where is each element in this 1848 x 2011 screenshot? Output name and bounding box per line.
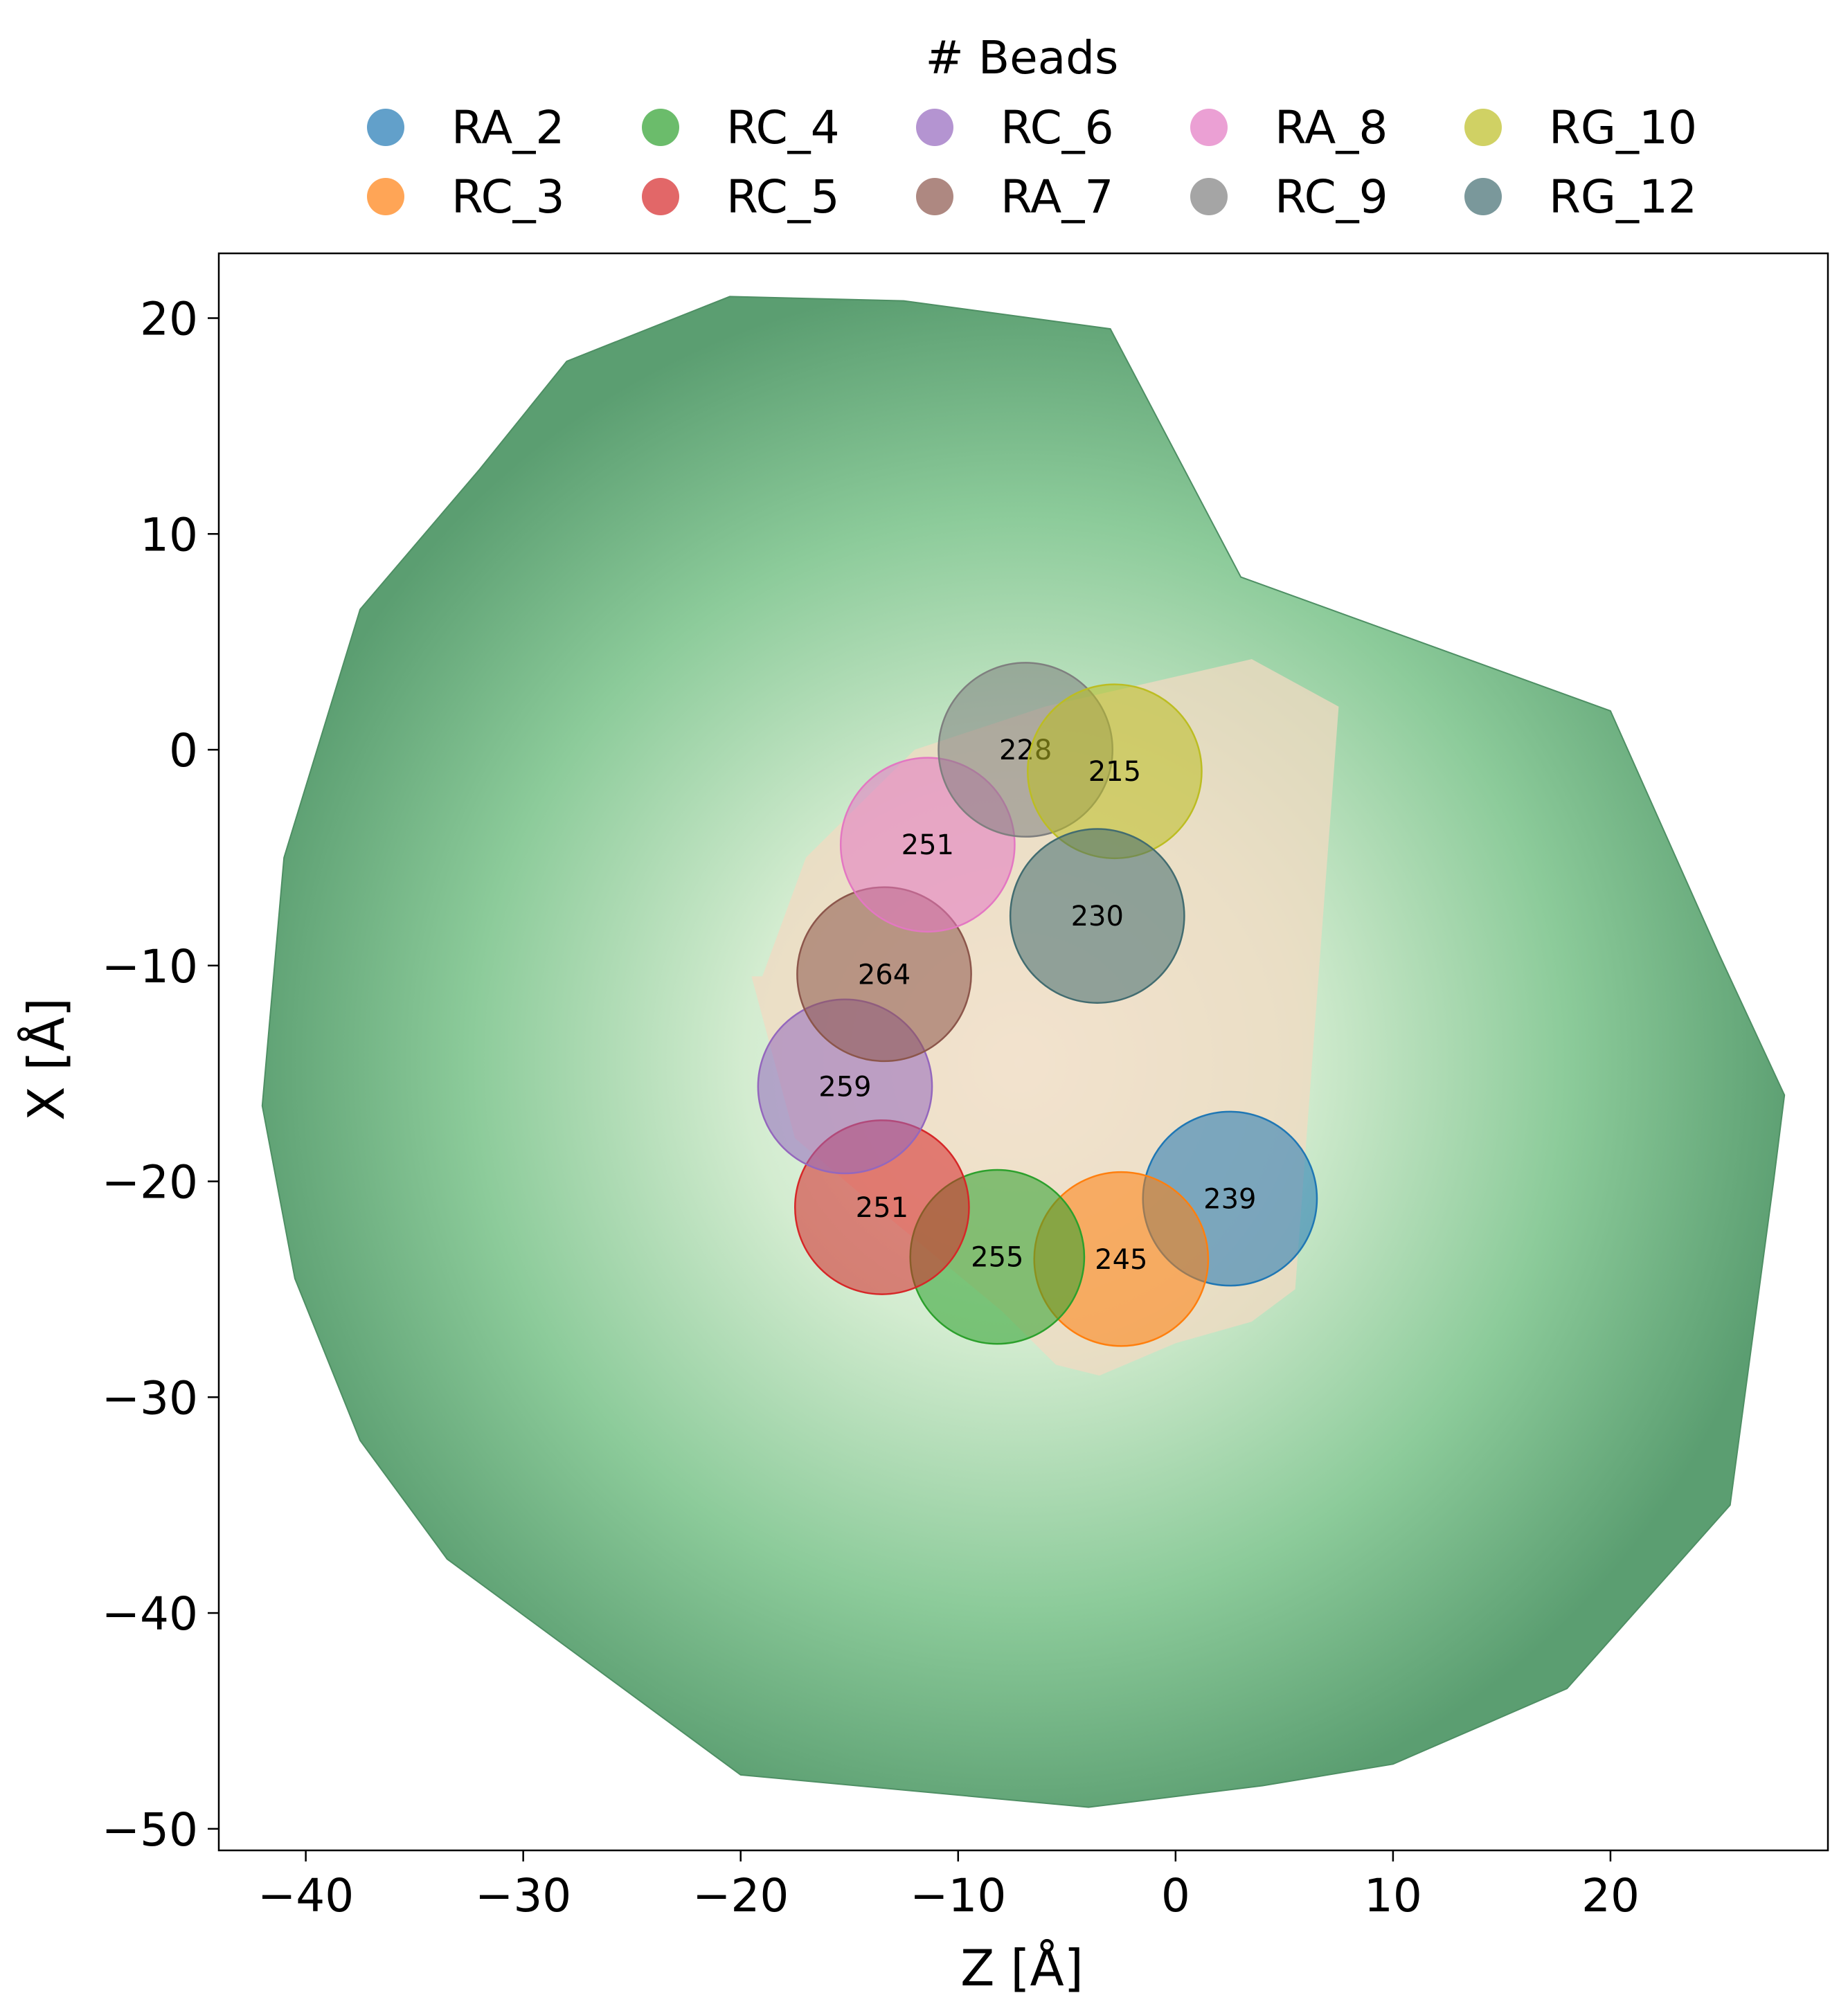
- y-tick-label: 20: [140, 293, 198, 346]
- legend-item-rc-9: RC_9: [1190, 170, 1388, 224]
- y-tick-label: −10: [102, 940, 198, 993]
- y-axis: 20 10 0 −10 −20 −30 −40 −50: [102, 293, 219, 1857]
- legend-label: RC_3: [451, 170, 565, 224]
- legend-item-rc-6: RC_6: [916, 101, 1114, 154]
- legend-marker: [367, 178, 404, 215]
- legend-marker: [642, 178, 679, 215]
- legend-item-ra-8: RA_8: [1190, 101, 1388, 154]
- legend-title: # Beads: [926, 31, 1119, 84]
- y-tick-label: −20: [102, 1156, 198, 1209]
- legend-item-ra-7: RA_7: [916, 170, 1113, 224]
- legend-label: RA_7: [1001, 170, 1113, 224]
- bead-count-label: 239: [1203, 1183, 1256, 1215]
- legend-item-rg-10: RG_10: [1464, 101, 1697, 154]
- legend-marker: [916, 109, 953, 146]
- x-tick-label: −10: [910, 1869, 1006, 1922]
- legend-marker: [1464, 178, 1502, 215]
- bead-count-label: 215: [1088, 756, 1141, 788]
- x-axis: −40 −30 −20 −10 0 10 20: [258, 1850, 1640, 1922]
- legend-label: RC_4: [726, 101, 840, 154]
- bead-rg-10: 215: [1027, 683, 1203, 860]
- bead-count-label: 251: [856, 1192, 908, 1224]
- legend: # Beads RA_2 RC_3 RC_4 RC_5 RC_6 RA_7 RA_8 RC_9…: [367, 31, 1697, 224]
- legend-item-rc-5: RC_5: [642, 170, 840, 224]
- legend-items: RA_2 RC_3 RC_4 RC_5 RC_6 RA_7 RA_8 RC_9 RG_10 RG_…: [367, 101, 1697, 224]
- x-tick-label: 10: [1364, 1869, 1422, 1922]
- x-tick-label: −20: [692, 1869, 789, 1922]
- y-tick-label: −50: [102, 1803, 198, 1857]
- legend-marker: [1464, 109, 1502, 146]
- legend-marker: [1190, 109, 1228, 146]
- bead-marker: [1009, 828, 1185, 1004]
- x-axis-title: Z [Å]: [960, 1939, 1084, 1997]
- legend-item-rc-4: RC_4: [642, 101, 840, 154]
- legend-label: RA_2: [451, 101, 564, 154]
- bead-count-label: 255: [971, 1242, 1023, 1274]
- legend-item-ra-2: RA_2: [367, 101, 564, 154]
- legend-label: RA_8: [1275, 101, 1388, 154]
- legend-item-rc-3: RC_3: [367, 170, 565, 224]
- legend-label: RG_12: [1549, 170, 1697, 224]
- bead-count-label: 245: [1095, 1244, 1147, 1276]
- y-tick-label: −40: [102, 1587, 198, 1641]
- y-tick-label: 0: [169, 724, 198, 777]
- x-tick-label: −40: [258, 1869, 354, 1922]
- legend-marker: [916, 178, 953, 215]
- x-tick-label: 0: [1161, 1869, 1190, 1922]
- legend-label: RG_10: [1549, 101, 1697, 154]
- x-tick-label: −30: [475, 1869, 571, 1922]
- bead-count-label: 259: [818, 1071, 871, 1103]
- plot-frame: [217, 252, 1829, 1852]
- legend-item-rg-12: RG_12: [1464, 170, 1697, 224]
- y-tick-label: −30: [102, 1371, 198, 1425]
- bead-rg-12: 230: [1009, 828, 1185, 1004]
- bead-count-label: 264: [858, 959, 910, 991]
- legend-label: RC_9: [1275, 170, 1388, 224]
- legend-marker: [642, 109, 679, 146]
- legend-label: RC_6: [1001, 101, 1114, 154]
- bead-rc-3: 245: [1033, 1171, 1210, 1347]
- bead-count-label: 230: [1071, 901, 1124, 932]
- legend-marker: [367, 109, 404, 146]
- y-tick-label: 10: [140, 508, 198, 561]
- x-tick-label: 20: [1581, 1869, 1640, 1922]
- legend-label: RC_5: [726, 170, 840, 224]
- bead-count-label: 251: [901, 829, 954, 861]
- legend-marker: [1190, 178, 1228, 215]
- y-axis-title: X [Å]: [17, 998, 75, 1121]
